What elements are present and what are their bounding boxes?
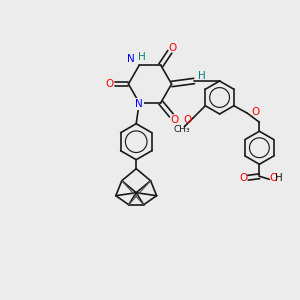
Text: O: O — [171, 115, 179, 124]
Text: O: O — [251, 107, 260, 117]
Text: O: O — [169, 43, 177, 53]
Text: N: N — [135, 99, 143, 109]
Text: H: H — [275, 173, 283, 183]
Text: H: H — [198, 70, 206, 81]
Text: O: O — [105, 79, 114, 89]
Text: O: O — [184, 115, 192, 125]
Text: H: H — [138, 52, 146, 62]
Text: N: N — [127, 54, 135, 64]
Text: O: O — [239, 173, 247, 183]
Text: O: O — [270, 173, 278, 183]
Text: CH₃: CH₃ — [174, 125, 190, 134]
